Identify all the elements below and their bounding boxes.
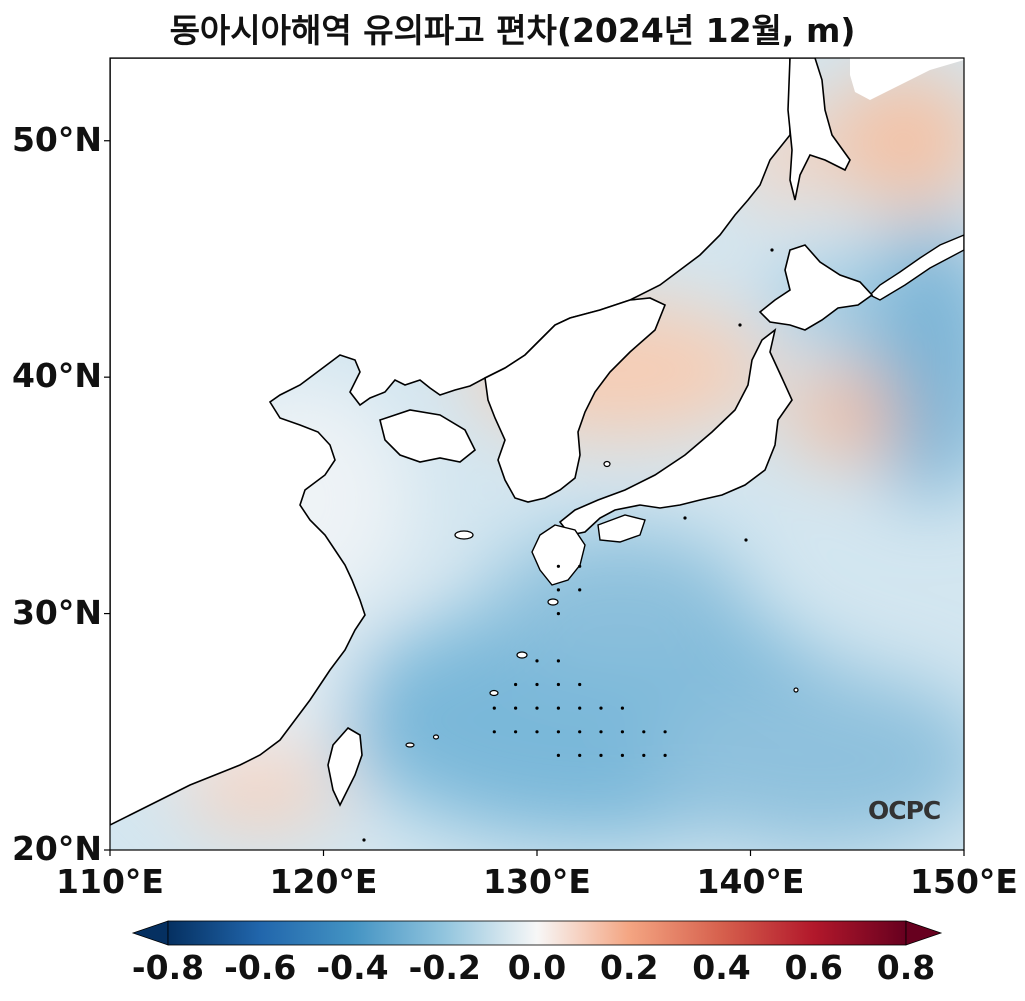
significance-dot: [556, 588, 561, 592]
significance-dot: [556, 612, 561, 616]
significance-dot: [556, 753, 561, 758]
colorbar-tick-label: -0.6: [224, 948, 297, 987]
y-tick-label: 40°N: [11, 356, 102, 396]
colorbar-tick-label: 0.4: [692, 948, 751, 987]
colorbar-extend-high: [905, 920, 943, 946]
x-tick-label: 130°E: [483, 862, 591, 901]
land-islet-7: [738, 323, 742, 327]
colorbar-tick-label: -0.8: [131, 948, 205, 987]
significance-dot: [578, 588, 582, 592]
anomaly-blob-okhotsk-positive: [825, 70, 964, 210]
significance-dot: [556, 730, 561, 734]
significance-dot: [556, 659, 561, 663]
land-islet-1: [432, 734, 440, 740]
significance-dot: [535, 659, 539, 663]
colorbar: [131, 920, 943, 946]
colorbar-extend-low: [131, 920, 169, 946]
significance-dot: [620, 753, 625, 758]
land-islet-3: [744, 538, 748, 542]
significance-dot: [578, 564, 582, 568]
significance-dot: [514, 682, 518, 687]
significance-dot: [556, 564, 561, 568]
map-title: 동아시아해역 유의파고 편차(2024년 12월, m): [169, 11, 856, 50]
anomaly-blob-offshore-positive: [790, 370, 900, 460]
land-tanegashima: [547, 598, 559, 606]
colorbar-tick-label: -0.4: [316, 948, 389, 987]
y-tick-label: 30°N: [11, 592, 102, 632]
significance-dot: [556, 682, 561, 687]
significance-dot: [620, 730, 625, 734]
significance-dot: [663, 730, 667, 734]
colorbar-tick-label: -0.2: [408, 948, 481, 987]
land-shikoku: [597, 514, 646, 543]
x-tick-label: 150°E: [910, 862, 1018, 901]
significance-dot: [492, 730, 496, 734]
significance-dot: [535, 730, 539, 734]
significance-dot: [578, 706, 582, 710]
land-islet-5: [362, 838, 366, 842]
significance-dot: [578, 730, 582, 734]
x-tick-label: 120°E: [269, 862, 378, 901]
significance-dot: [599, 706, 603, 710]
x-tick-label: 140°E: [696, 862, 805, 901]
land-miyako: [489, 689, 499, 697]
land-shandong: [379, 409, 477, 463]
land-sakhalin: [787, 58, 851, 201]
y-tick-label: 20°N: [11, 829, 102, 868]
significance-dot: [535, 706, 539, 710]
land-okinawa: [516, 651, 528, 659]
land-kyushu: [531, 524, 586, 586]
significance-dots: [492, 564, 667, 758]
significance-dot: [578, 753, 582, 758]
colorbar-tick-label: 0.6: [784, 948, 843, 987]
colorbar-tick-label: 0.2: [600, 948, 659, 987]
significance-dot: [599, 730, 603, 734]
significance-dot: [642, 753, 646, 758]
land-ulleung: [603, 460, 611, 468]
land-okhotsk-coast: [850, 58, 964, 100]
significance-dot: [535, 682, 539, 687]
significance-dot: [578, 682, 582, 687]
significance-dot: [514, 706, 518, 710]
significance-dot: [620, 706, 625, 710]
x-tick-marks: [109, 850, 965, 856]
land-islet-2: [793, 687, 799, 693]
y-tick-label: 50°N: [11, 119, 102, 159]
y-tick-marks: [104, 140, 110, 851]
anomaly-blob-central-negative: [490, 530, 750, 670]
significance-dot: [514, 730, 518, 734]
significance-dot: [492, 706, 496, 710]
land-hokkaido: [758, 244, 874, 331]
anomaly-blob-southeast-negative: [650, 670, 964, 850]
land-yaeyama: [405, 742, 415, 748]
significance-dot: [642, 730, 646, 734]
land-islet-4: [683, 516, 687, 520]
significance-dot: [556, 706, 561, 710]
colorbar-tick-label: 0.8: [876, 948, 936, 987]
significance-dot: [663, 753, 667, 758]
land-taiwan: [327, 726, 363, 807]
significance-dot: [599, 753, 603, 758]
ocpc-logo: OCPC: [868, 796, 941, 825]
colorbar-tick-label: 0.0: [507, 948, 567, 987]
colorbar-bar: [167, 920, 907, 946]
land-honshu: [558, 328, 793, 536]
x-tick-label: 110°E: [56, 862, 164, 901]
land-islet-6: [770, 248, 774, 252]
land-jeju: [454, 530, 474, 540]
land-korea: [484, 297, 667, 503]
